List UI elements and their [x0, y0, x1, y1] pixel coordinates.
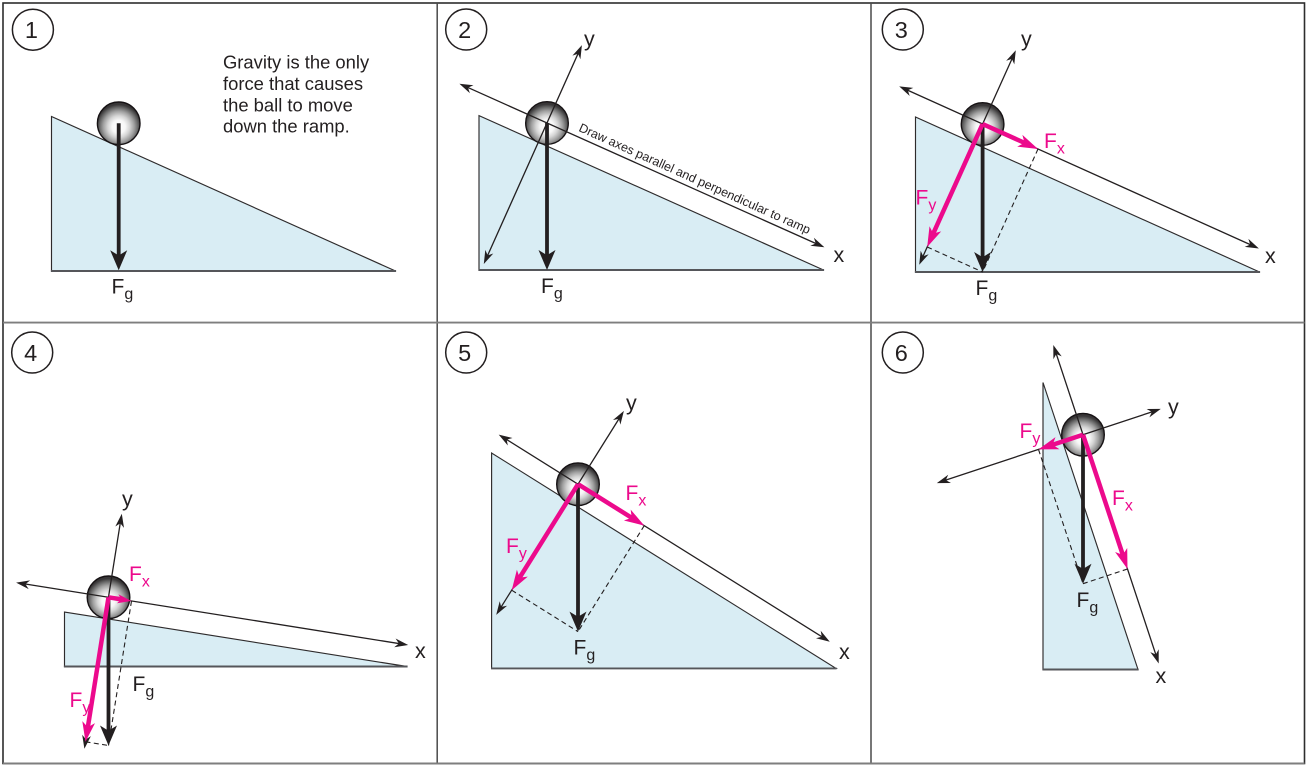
svg-text:x: x	[1265, 244, 1276, 268]
svg-text:y: y	[1021, 27, 1032, 51]
svg-text:the ball to move: the ball to move	[223, 94, 353, 115]
svg-text:force that causes: force that causes	[223, 73, 363, 94]
svg-text:2: 2	[458, 17, 471, 43]
svg-text:6: 6	[895, 340, 908, 366]
svg-text:x: x	[415, 639, 426, 663]
svg-text:1: 1	[25, 17, 38, 43]
svg-text:x: x	[834, 243, 845, 267]
svg-text:Gravity is the only: Gravity is the only	[223, 52, 370, 73]
svg-text:y: y	[1168, 395, 1179, 419]
svg-text:down the ramp.: down the ramp.	[223, 116, 350, 137]
svg-text:4: 4	[24, 340, 37, 366]
svg-text:x: x	[839, 640, 850, 664]
svg-text:y: y	[122, 487, 133, 511]
svg-text:5: 5	[458, 340, 471, 366]
svg-text:x: x	[1156, 664, 1167, 688]
svg-text:3: 3	[895, 17, 908, 43]
svg-text:y: y	[584, 27, 595, 51]
svg-text:y: y	[626, 391, 637, 415]
